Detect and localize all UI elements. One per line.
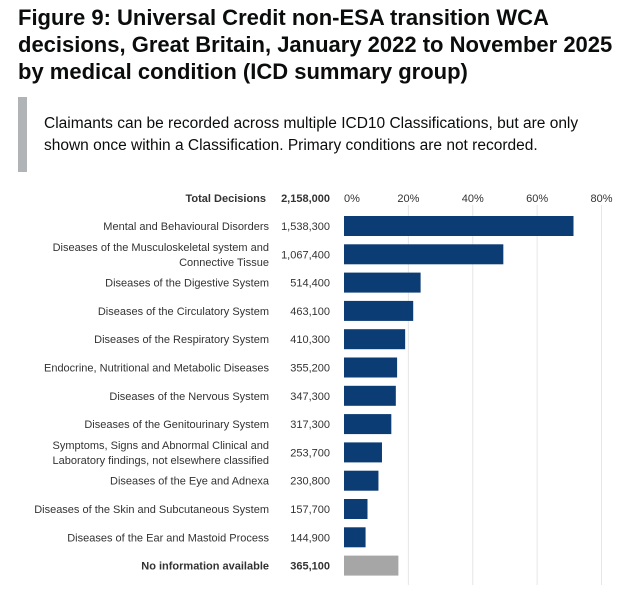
bar <box>344 499 368 519</box>
bar <box>344 470 379 491</box>
bar <box>344 555 399 576</box>
category-label: Mental and Behavioural Disorders <box>103 221 269 233</box>
bar <box>344 385 396 406</box>
value-label: 410,300 <box>290 334 330 346</box>
value-label: 514,400 <box>290 278 330 290</box>
bar <box>344 300 414 321</box>
value-label: 1,538,300 <box>281 221 330 233</box>
total-value: 2,158,000 <box>281 193 330 205</box>
category-label: Connective Tissue <box>179 257 269 269</box>
bar <box>344 244 504 265</box>
value-label: 1,067,400 <box>281 249 330 261</box>
bar <box>344 357 398 378</box>
value-label: 347,300 <box>290 391 330 403</box>
bar <box>344 216 574 236</box>
category-label: Diseases of the Nervous System <box>109 391 269 403</box>
value-label: 463,100 <box>290 306 330 318</box>
value-label: 157,700 <box>290 504 330 516</box>
category-label: Diseases of the Eye and Adnexa <box>110 476 270 488</box>
category-label: Endocrine, Nutritional and Metabolic Dis… <box>44 363 270 375</box>
bar <box>344 272 421 293</box>
category-label: Symptoms, Signs and Abnormal Clinical an… <box>53 440 269 452</box>
category-label: Diseases of the Digestive System <box>105 278 269 290</box>
value-label: 355,200 <box>290 363 330 375</box>
category-label: Diseases of the Respiratory System <box>94 334 269 346</box>
x-tick-label: 0% <box>344 193 360 205</box>
x-tick-label: 40% <box>462 193 484 205</box>
bar-chart: 0% 20% 40% 60% 80% Total Decisions 2,158,000 Me… <box>34 193 613 585</box>
value-label: 365,100 <box>290 561 330 573</box>
x-tick-label: 20% <box>397 193 419 205</box>
category-label: Diseases of the Ear and Mastoid Process <box>67 532 269 544</box>
x-tick-label: 80% <box>590 193 612 205</box>
bar <box>344 329 406 350</box>
value-label: 144,900 <box>290 532 330 544</box>
value-label: 317,300 <box>290 419 330 431</box>
category-label: Diseases of the Skin and Subcutaneous Sy… <box>34 504 269 516</box>
category-label: Diseases of the Musculoskeletal system a… <box>53 242 269 254</box>
bar <box>344 527 366 548</box>
total-label: Total Decisions <box>186 193 266 205</box>
bar <box>344 414 392 435</box>
category-label: No information available <box>141 561 269 573</box>
value-label: 253,700 <box>290 447 330 459</box>
category-label: Diseases of the Genitourinary System <box>84 419 269 431</box>
note-text: Claimants can be recorded across multipl… <box>44 114 579 154</box>
chart-title: Figure 9: Universal Credit non-ESA trans… <box>18 5 613 84</box>
x-tick-label: 60% <box>526 193 548 205</box>
bar <box>344 442 382 463</box>
category-label: Laboratory findings, not elsewhere class… <box>53 455 269 467</box>
value-label: 230,800 <box>290 476 330 488</box>
note-callout: Claimants can be recorded across multipl… <box>18 97 614 172</box>
category-label: Diseases of the Circulatory System <box>98 306 269 318</box>
